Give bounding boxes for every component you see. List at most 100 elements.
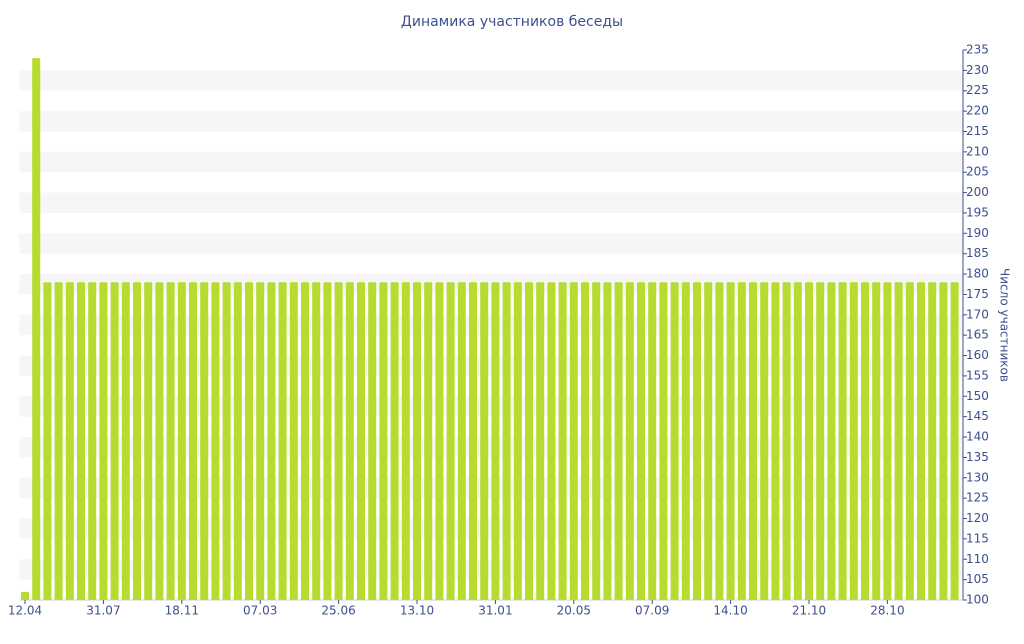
y-tick-label: 120 <box>966 511 989 525</box>
bar <box>547 282 556 600</box>
bar <box>345 282 354 600</box>
y-tick-label: 140 <box>966 430 989 444</box>
y-tick-label: 235 <box>966 43 989 57</box>
y-tick-label: 230 <box>966 63 989 77</box>
y-tick-label: 215 <box>966 124 989 138</box>
y-tick-label: 225 <box>966 83 989 97</box>
bar <box>894 282 903 600</box>
y-tick-label: 115 <box>966 531 989 545</box>
bar <box>312 282 321 600</box>
chart-title: Динамика участников беседы <box>401 14 623 30</box>
x-tick-label: 07.03 <box>243 604 277 618</box>
y-tick-label: 100 <box>966 593 989 607</box>
bar <box>368 282 377 600</box>
y-tick-label: 220 <box>966 104 989 118</box>
bar <box>88 282 97 600</box>
bar <box>121 282 130 600</box>
bar <box>726 282 735 600</box>
y-tick-label: 190 <box>966 226 989 240</box>
bar <box>872 282 881 600</box>
bar <box>603 282 612 600</box>
bar <box>838 282 847 600</box>
bar <box>480 282 489 600</box>
bar <box>939 282 948 600</box>
bar <box>110 282 119 600</box>
bar <box>401 282 410 600</box>
bar <box>301 282 309 600</box>
x-tick-label: 28.10 <box>870 604 904 618</box>
bar <box>693 282 701 600</box>
bar <box>222 282 231 600</box>
y-axis-title: Число участников <box>998 268 1012 382</box>
bar <box>704 282 713 600</box>
y-tick-label: 165 <box>966 328 989 342</box>
y-tick-label: 210 <box>966 144 989 158</box>
y-tick-label: 160 <box>966 348 989 362</box>
bar <box>950 282 959 600</box>
bar <box>849 282 858 600</box>
bar <box>569 282 578 600</box>
bar <box>681 282 690 600</box>
y-tick-label: 205 <box>966 165 989 179</box>
y-tick-label: 180 <box>966 267 989 281</box>
bar <box>413 282 421 600</box>
bar <box>77 282 85 600</box>
grid-band <box>19 70 963 91</box>
bar <box>200 282 209 600</box>
x-tick-label: 13.10 <box>400 604 434 618</box>
x-tick-label: 07.09 <box>635 604 669 618</box>
x-tick-label: 12.04 <box>8 604 42 618</box>
y-tick-label: 125 <box>966 491 989 505</box>
bar <box>424 282 433 600</box>
bar <box>502 282 511 600</box>
bar <box>177 282 186 600</box>
bar <box>827 282 836 600</box>
bar <box>513 282 522 600</box>
bar <box>637 282 645 600</box>
bar <box>883 282 892 600</box>
x-tick-label: 20.05 <box>557 604 591 618</box>
bar <box>267 282 276 600</box>
bar <box>144 282 153 600</box>
x-tick-label: 14.10 <box>713 604 747 618</box>
bar <box>21 591 29 600</box>
bar <box>65 282 74 600</box>
y-tick-label: 145 <box>966 409 989 423</box>
bar <box>245 282 253 600</box>
x-tick-label: 18.11 <box>165 604 199 618</box>
bar <box>390 282 399 600</box>
bar <box>749 282 757 600</box>
y-tick-label: 200 <box>966 185 989 199</box>
bar <box>457 282 466 600</box>
bar <box>659 282 668 600</box>
bar <box>715 282 724 600</box>
bar <box>435 282 444 600</box>
grid-band <box>19 192 963 213</box>
x-tick-label: 31.07 <box>86 604 120 618</box>
bar <box>446 282 455 600</box>
bar <box>760 282 769 600</box>
bar <box>211 282 220 600</box>
bar <box>379 282 388 600</box>
bar <box>592 282 601 600</box>
bar <box>133 282 141 600</box>
x-tick-label: 21.10 <box>792 604 826 618</box>
y-tick-label: 155 <box>966 368 989 382</box>
bar <box>928 282 937 600</box>
bar <box>737 282 746 600</box>
bar <box>558 282 567 600</box>
bar <box>771 282 780 600</box>
y-tick-label: 170 <box>966 307 989 321</box>
bar <box>256 282 265 600</box>
bar <box>469 282 477 600</box>
bar <box>625 282 634 600</box>
bar <box>99 282 108 600</box>
bar <box>155 282 164 600</box>
x-tick-label: 31.01 <box>478 604 512 618</box>
bar <box>793 282 802 600</box>
y-tick-label: 105 <box>966 572 989 586</box>
grid-band <box>19 111 963 132</box>
bar <box>278 282 287 600</box>
bar <box>805 282 813 600</box>
